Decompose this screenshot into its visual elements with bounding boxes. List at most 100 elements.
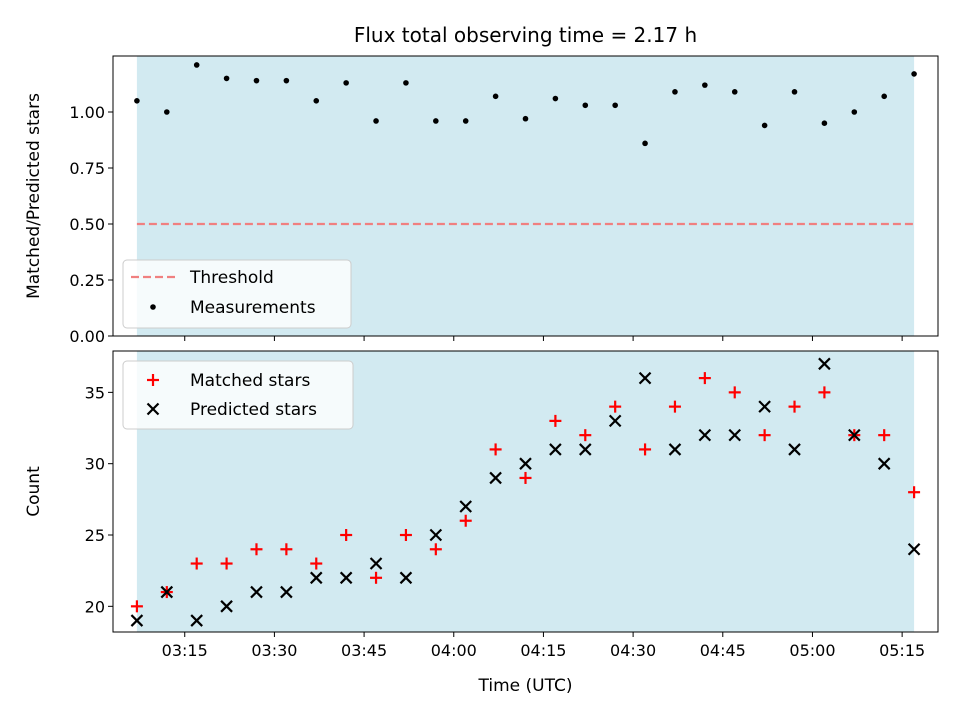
legend-measurements-label: Measurements — [190, 298, 316, 318]
measurement-point — [821, 120, 828, 126]
count-y-ticks: 20 25 30 35 — [85, 383, 113, 616]
predicted-star-marker — [399, 571, 413, 585]
count-x-ticks: 03:15 03:30 03:45 04:00 04:15 04:30 04:45 05:00… — [162, 632, 925, 660]
matched-star-marker — [519, 471, 532, 484]
measurement-point — [642, 140, 648, 147]
y-tick-label: 0.50 — [69, 215, 105, 234]
x-tick-label: 04:00 — [431, 641, 477, 660]
predicted-star-marker — [608, 414, 622, 428]
matched-star-marker — [908, 486, 921, 499]
matched-star-marker — [310, 557, 323, 570]
measurement-point — [522, 115, 529, 122]
matched-star-marker — [220, 557, 233, 570]
x-tick-label: 05:00 — [789, 641, 835, 660]
measurement-point — [283, 77, 290, 84]
y-tick-label: 20 — [85, 597, 105, 616]
predicted-star-marker — [638, 371, 652, 385]
measurement-point — [851, 109, 858, 115]
legend-predicted-swatch — [146, 402, 160, 416]
matched-stars-points — [130, 372, 921, 613]
measurement-point — [433, 118, 439, 124]
measurement-point — [253, 77, 260, 84]
y-tick-label: 30 — [85, 455, 105, 474]
predicted-star-marker — [369, 557, 383, 570]
measurement-point — [881, 93, 887, 100]
predicted-star-marker — [160, 585, 174, 599]
measurement-point — [164, 109, 170, 115]
matched-star-marker — [370, 571, 383, 584]
predicted-star-marker — [818, 357, 831, 371]
legend-threshold-label: Threshold — [189, 268, 274, 288]
legend-matched-label: Matched stars — [190, 371, 310, 391]
measurement-point — [582, 102, 589, 109]
predicted-star-marker — [280, 585, 293, 599]
predicted-star-marker — [668, 443, 682, 456]
predicted-star-marker — [848, 428, 861, 442]
matched-star-marker — [340, 529, 353, 542]
predicted-star-marker — [130, 614, 144, 627]
matched-star-marker — [459, 514, 472, 527]
matched-star-marker — [788, 400, 801, 413]
matched-star-marker — [250, 543, 263, 556]
measurement-point — [223, 75, 230, 82]
y-tick-label: 0.00 — [69, 327, 105, 346]
predicted-star-marker — [877, 457, 891, 470]
predicted-star-marker — [429, 528, 443, 542]
predicted-star-marker — [758, 400, 771, 413]
count-y-axis-label: Count — [24, 466, 44, 517]
x-tick-label: 05:15 — [879, 641, 925, 660]
matched-star-marker — [639, 443, 652, 456]
x-tick-label: 04:45 — [700, 641, 746, 660]
matched-star-marker — [818, 386, 831, 399]
matched-star-marker — [728, 386, 741, 399]
predicted-star-marker — [220, 600, 233, 613]
predicted-star-marker — [339, 571, 353, 585]
matched-star-marker — [190, 557, 203, 570]
measurement-point — [403, 80, 409, 86]
predicted-star-marker — [788, 443, 801, 456]
predicted-star-marker — [190, 614, 203, 627]
y-tick-label: 25 — [85, 526, 105, 545]
measurement-point — [702, 82, 708, 88]
x-tick-label: 03:45 — [341, 641, 387, 660]
chart-title: Flux total observing time = 2.17 h — [354, 23, 697, 47]
y-tick-label: 1.00 — [69, 103, 105, 122]
matched-star-marker — [878, 429, 891, 442]
matched-star-marker — [130, 600, 143, 613]
measurement-point — [492, 93, 499, 100]
matched-star-marker — [280, 543, 293, 556]
predicted-star-marker — [250, 585, 263, 599]
predicted-star-marker — [907, 542, 921, 556]
measurement-point — [791, 89, 798, 95]
ratio-legend: Threshold Measurements — [122, 259, 352, 329]
predicted-star-marker — [519, 457, 532, 470]
measurement-point — [134, 98, 140, 104]
count-axes-frame — [112, 350, 939, 633]
predicted-star-marker — [698, 428, 712, 442]
measurement-point — [373, 118, 379, 124]
ratio-panel: 0.00 0.25 0.50 0.75 1.00 Flux total observin… — [24, 23, 939, 346]
x-tick-label: 03:30 — [251, 641, 297, 660]
matched-star-marker — [489, 443, 502, 456]
count-legend: Matched stars Predicted stars — [122, 360, 354, 430]
matched-star-marker — [609, 400, 622, 413]
ratio-axes-frame — [112, 55, 939, 337]
ratio-legend-box — [122, 259, 352, 329]
measurement-point — [672, 89, 678, 95]
predicted-star-marker — [728, 428, 742, 442]
x-tick-label: 03:15 — [162, 641, 208, 660]
matched-star-marker — [758, 429, 771, 442]
measurement-point — [552, 95, 559, 102]
x-tick-label: 04:30 — [610, 641, 656, 660]
predicted-star-marker — [579, 443, 592, 456]
measurement-points — [134, 62, 917, 147]
measurement-point — [462, 118, 469, 124]
measurement-point — [731, 89, 738, 95]
measurement-point — [193, 62, 200, 68]
measurement-point — [911, 71, 917, 77]
measurement-point — [612, 102, 618, 109]
matched-star-marker — [668, 400, 681, 413]
matched-star-marker — [579, 429, 592, 442]
